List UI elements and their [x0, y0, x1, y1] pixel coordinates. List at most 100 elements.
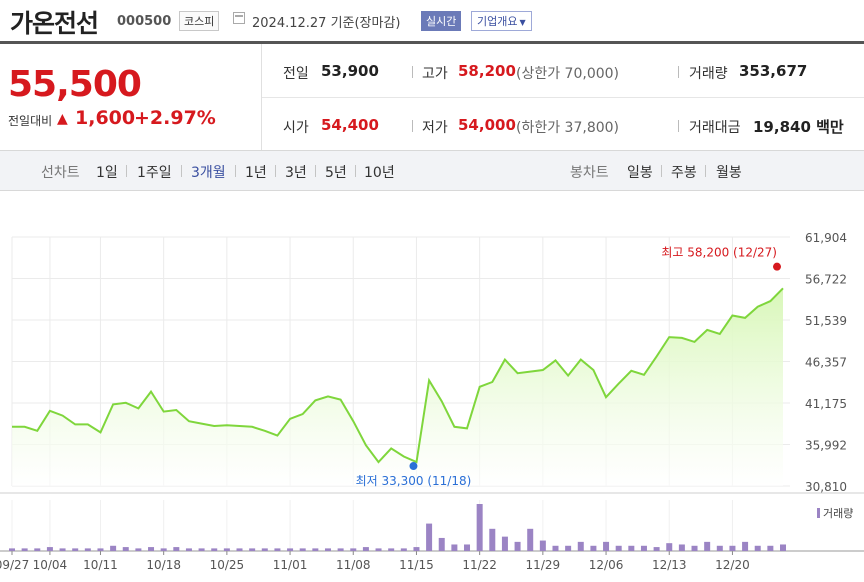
volume-bar: [97, 548, 104, 551]
x-tick-label: 12/13: [652, 558, 687, 572]
volume-bar: [640, 545, 647, 551]
volume-bar: [767, 545, 774, 551]
divider: [661, 165, 662, 177]
volume-bar: [9, 548, 15, 551]
volume-bar: [21, 548, 28, 551]
x-tick-label: 12/06: [589, 558, 624, 572]
divider: [412, 120, 413, 132]
volume-bar: [337, 548, 344, 551]
volume-bar: [742, 541, 749, 551]
open-label: 시가: [283, 120, 309, 136]
divider: [126, 165, 127, 177]
volume-bar: [375, 548, 382, 551]
x-tick-label: 11/08: [336, 558, 371, 572]
volume-bar: [312, 548, 319, 551]
period-5y[interactable]: 5년: [325, 165, 347, 181]
volume-bar: [577, 541, 584, 551]
lower-limit: (하한가 37,800): [516, 120, 620, 136]
volume-bar: [249, 548, 256, 551]
current-price: 55,500: [8, 64, 142, 105]
volume-bar: [362, 547, 369, 551]
chevron-down-icon: ▼: [519, 18, 526, 27]
base-date: 2024.12.27 기준(장마감): [252, 16, 401, 31]
volume-bar: [716, 545, 723, 551]
divider: [315, 165, 316, 177]
y-tick-label: 46,357: [805, 356, 847, 370]
volume-bar: [489, 528, 496, 551]
volume-legend-swatch: [817, 508, 820, 518]
company-info-button[interactable]: 기업개요 ▼: [471, 11, 532, 31]
x-tick-label: 10/25: [210, 558, 245, 572]
volume-bar: [476, 504, 483, 551]
volume-bar: [628, 545, 635, 551]
volume-bar: [84, 548, 91, 551]
y-tick-label: 56,722: [805, 272, 847, 286]
volume-bar: [160, 548, 167, 551]
candle-daily[interactable]: 일봉: [627, 165, 653, 181]
divider: [678, 66, 679, 78]
x-tick-label: 12/20: [715, 558, 750, 572]
stock-name: 가온전선: [10, 9, 99, 38]
volume-bar: [464, 544, 471, 551]
volume-bar: [704, 541, 711, 551]
price-area: [12, 288, 783, 486]
volume-bar: [198, 548, 205, 551]
volume-bar: [729, 545, 736, 551]
change-percent: +2.97%: [134, 107, 216, 129]
company-info-label: 기업개요: [477, 15, 518, 28]
volume-bar: [678, 544, 685, 551]
period-1y[interactable]: 1년: [245, 165, 267, 181]
volume-bar: [211, 548, 218, 551]
volume-bar: [324, 548, 331, 551]
period-1w[interactable]: 1주일: [137, 165, 172, 181]
candle-monthly[interactable]: 월봉: [716, 165, 742, 181]
x-tick-label: 10/04: [33, 558, 68, 572]
volume-bar: [514, 541, 521, 551]
period-3y[interactable]: 3년: [285, 165, 307, 181]
calendar-icon: [233, 12, 245, 24]
period-1d[interactable]: 1일: [96, 165, 118, 181]
prev-close-label: 전일: [283, 66, 309, 82]
candle-weekly[interactable]: 주봉: [671, 165, 697, 181]
change-label: 전일대비: [8, 114, 53, 128]
x-tick-label: 11/22: [462, 558, 497, 572]
low-value: 54,000: [458, 116, 516, 134]
market-badge: 코스피: [179, 11, 220, 31]
volume-bar: [274, 548, 281, 551]
x-tick-label: 10/18: [146, 558, 181, 572]
realtime-button[interactable]: 실시간: [421, 11, 462, 31]
prev-close-value: 53,900: [321, 62, 379, 80]
volume-bar: [185, 548, 192, 551]
low-label: 저가: [422, 120, 448, 136]
amount-value: 19,840 백만: [753, 118, 844, 136]
volume-value: 353,677: [739, 62, 808, 80]
stock-code: 000500: [117, 14, 172, 29]
volume-bar: [590, 545, 597, 551]
stock-header: 가온전선 000500 코스피 2024.12.27 기준(장마감) 실시간 기…: [0, 0, 864, 42]
volume-bar: [46, 547, 53, 551]
volume-bar: [451, 544, 458, 551]
volume-bar: [603, 541, 610, 551]
volume-bar: [527, 528, 534, 551]
volume-bar: [400, 548, 407, 551]
period-10y[interactable]: 10년: [364, 165, 395, 181]
divider: [181, 165, 182, 177]
volume-legend-label: 거래량: [823, 507, 853, 520]
divider: [412, 66, 413, 78]
volume-bar: [653, 547, 660, 551]
volume-bar: [691, 545, 698, 551]
x-tick-label: 11/01: [273, 558, 308, 572]
period-3m[interactable]: 3개월: [191, 165, 226, 181]
x-tick-label: 11/15: [399, 558, 434, 572]
row-divider: [262, 97, 864, 98]
divider: [275, 165, 276, 177]
volume-bar: [59, 548, 66, 551]
chart-period-bar: 선차트 1일 1주일 3개월 1년 3년 5년 10년 봉차트 일봉 주봉 월봉: [0, 151, 864, 191]
volume-bar: [236, 548, 243, 551]
volume-bar: [350, 548, 357, 551]
up-arrow-icon: ▲: [57, 111, 68, 127]
volume-bar: [539, 540, 546, 551]
volume-bar: [261, 548, 268, 551]
low-marker: [409, 462, 418, 471]
